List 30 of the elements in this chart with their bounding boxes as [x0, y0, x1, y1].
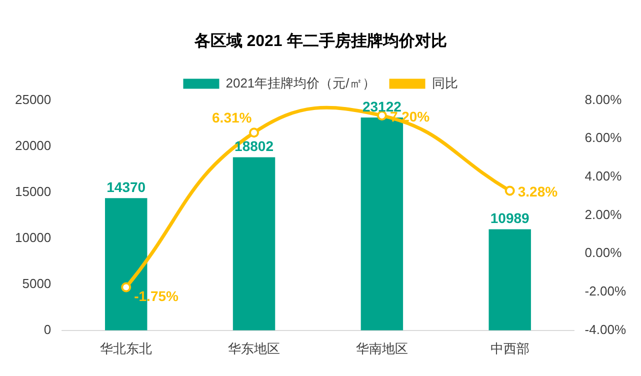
- y2-tick-label: 6.00%: [584, 130, 622, 146]
- y-tick-label: 5000: [22, 276, 52, 291]
- y2-tick-label: 4.00%: [584, 168, 622, 184]
- y-tick-label: 0: [44, 322, 52, 337]
- x-tick-label: 华东地区: [228, 340, 280, 356]
- y2-tick-label: 0.00%: [584, 245, 622, 260]
- point: [121, 282, 132, 292]
- chart-title: 各区域 2021 年二手房挂牌均价对比: [193, 31, 447, 50]
- x-tick-label: 华北东北: [100, 340, 152, 356]
- y-tick-label: 20000: [14, 138, 52, 153]
- legend-label: 同比: [432, 75, 458, 90]
- y2-tick-label: 8.00%: [584, 92, 622, 107]
- data-label: 18802: [234, 138, 274, 154]
- data-label: 14370: [106, 178, 146, 195]
- y-tick-label: 10000: [14, 230, 52, 245]
- y2-tick-label: 2.00%: [584, 206, 622, 222]
- x-tick-label: 中西部: [490, 340, 530, 356]
- legend-label: 2021年挂牌均价（元/㎡）: [226, 75, 376, 90]
- bar: [488, 229, 531, 330]
- y2-tick-label: -4.00%: [584, 322, 626, 337]
- data-label: 10989: [490, 210, 530, 226]
- y2-tick-label: -2.00%: [584, 284, 626, 299]
- y-tick-label: 25000: [14, 92, 52, 107]
- point: [249, 128, 260, 138]
- y-tick-label: 15000: [14, 184, 52, 199]
- bar: [232, 157, 276, 330]
- x-tick-label: 华南地区: [356, 340, 408, 356]
- data-label: 3.28%: [518, 184, 558, 200]
- data-label: 6.31%: [212, 109, 252, 126]
- point: [504, 186, 515, 196]
